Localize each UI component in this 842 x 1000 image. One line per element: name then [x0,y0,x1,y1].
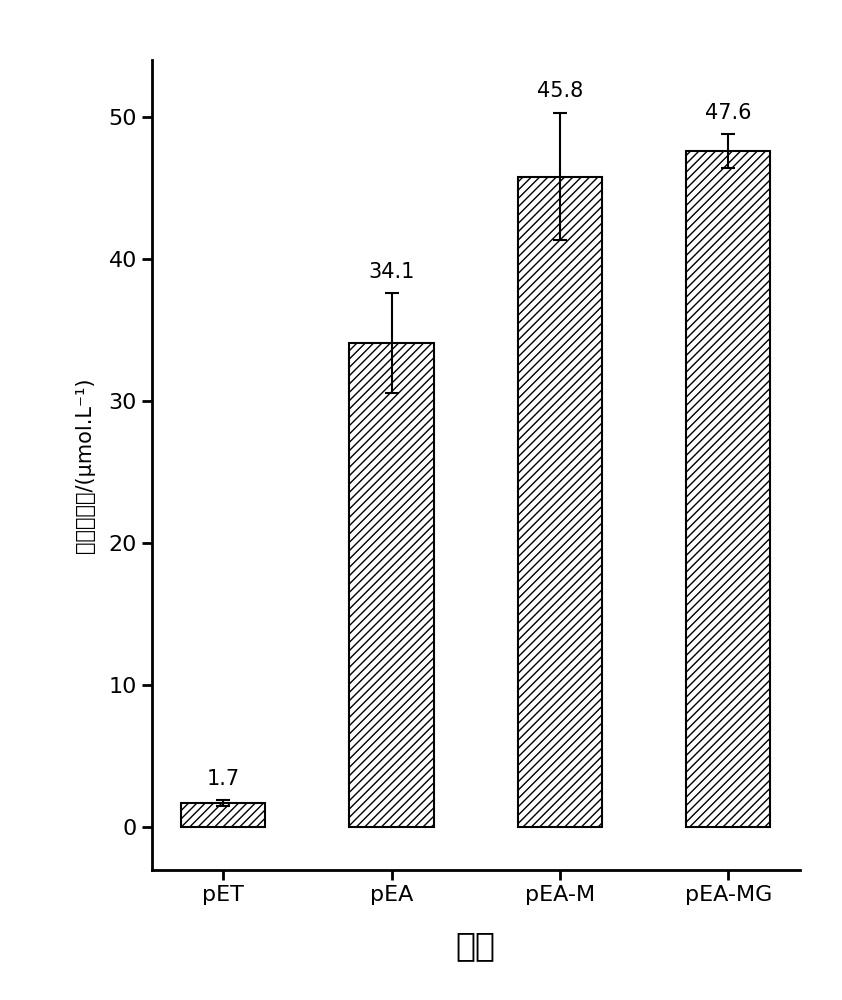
Bar [686,151,770,827]
Bar [518,177,602,827]
Text: 34.1: 34.1 [368,262,415,282]
Bar [181,803,265,827]
X-axis label: 菌株: 菌株 [456,930,496,963]
Y-axis label: 血红素含量/(μmol.L⁻¹): 血红素含量/(μmol.L⁻¹) [75,377,94,553]
Text: 45.8: 45.8 [537,81,583,101]
Text: 1.7: 1.7 [206,769,240,789]
Text: 47.6: 47.6 [705,103,752,123]
Bar [349,343,434,827]
